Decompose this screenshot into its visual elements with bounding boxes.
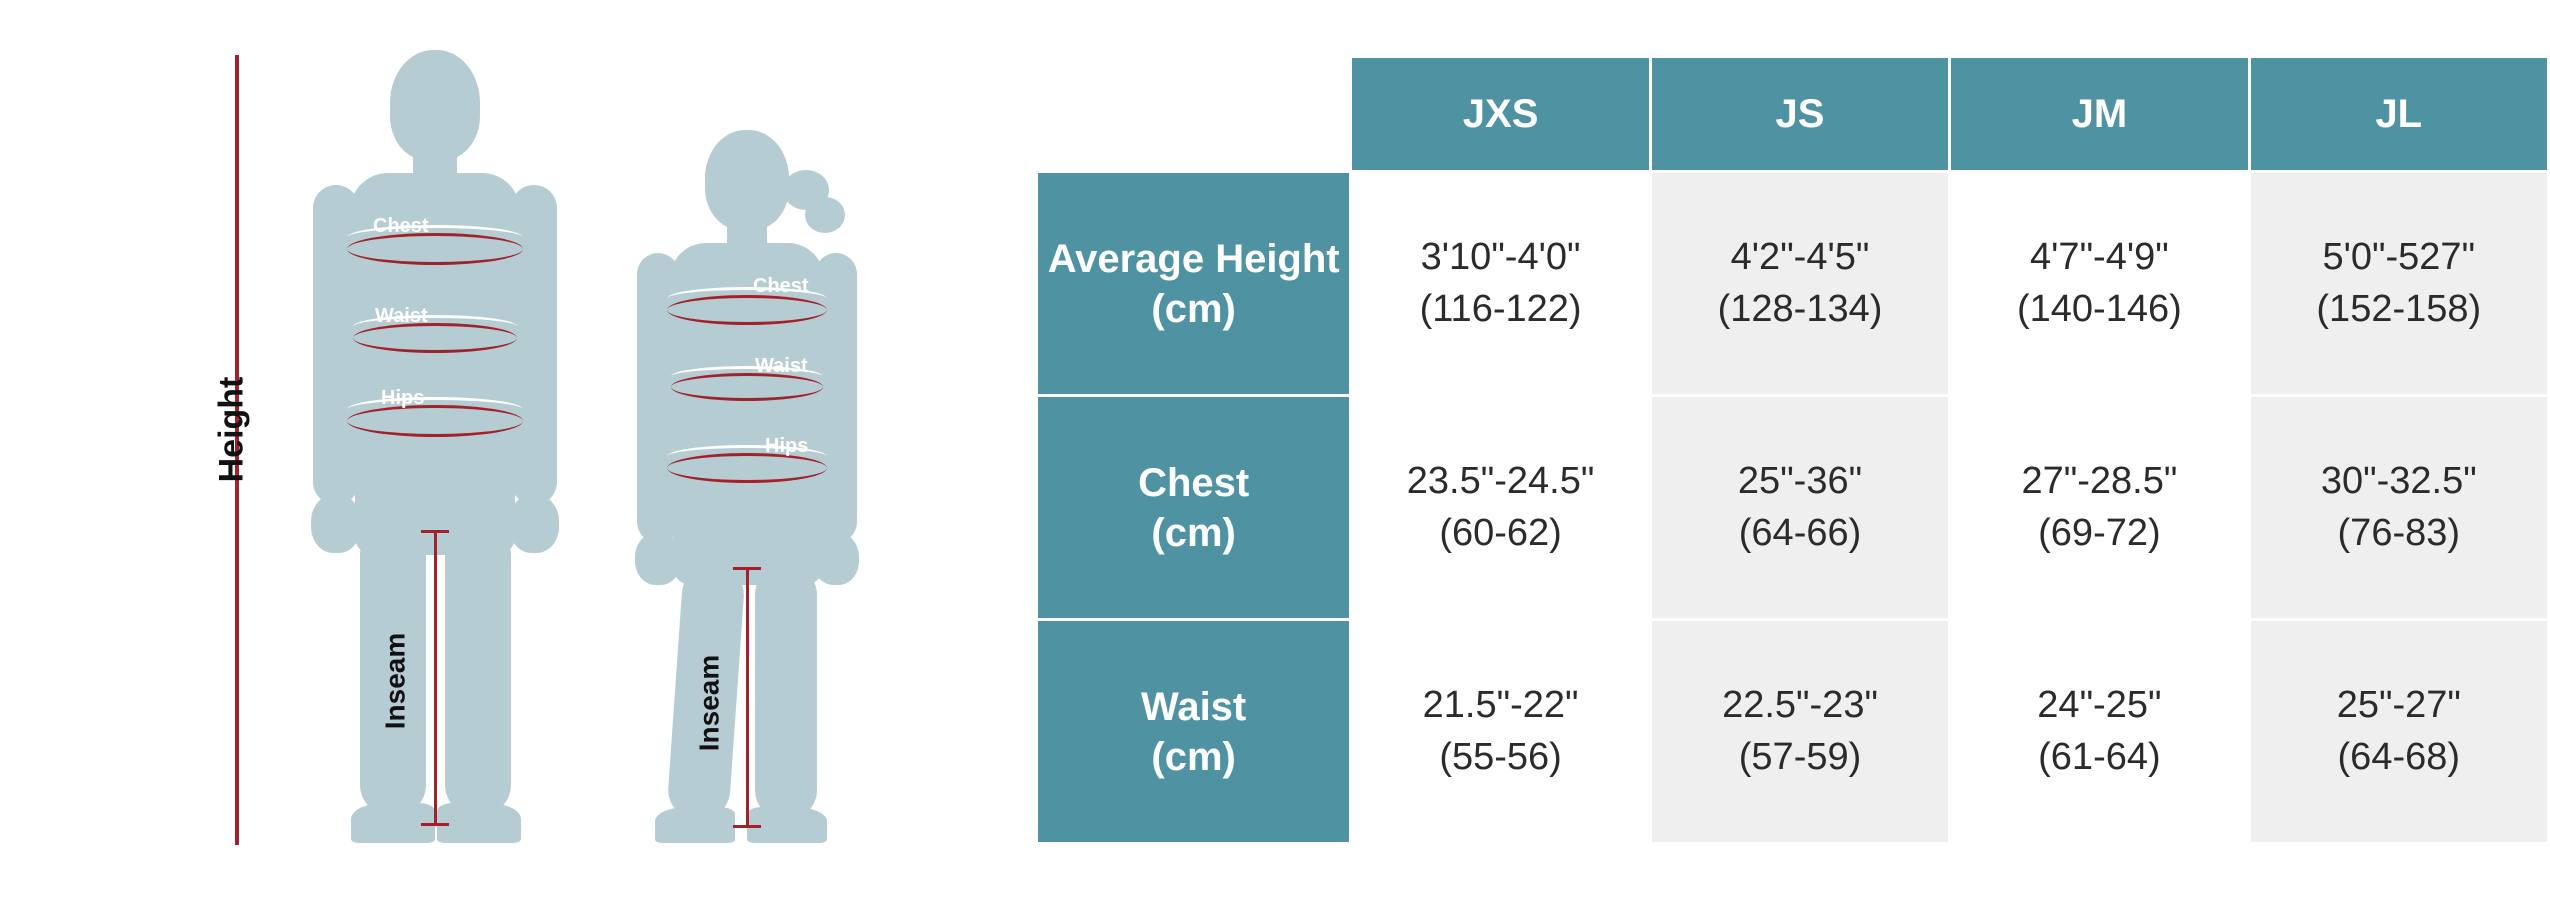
cell: 4'7"-4'9" (140-146) bbox=[1950, 172, 2249, 396]
stage: Height Chest bbox=[0, 0, 2550, 900]
girl-inseam-line bbox=[746, 567, 749, 827]
cell: 27"-28.5" (69-72) bbox=[1950, 396, 2249, 620]
figure-boy: Chest Waist Hips Inseam bbox=[295, 55, 565, 845]
girl-hips-label: Hips bbox=[765, 435, 808, 458]
cell: 4'2"-4'5" (128-134) bbox=[1650, 172, 1949, 396]
row-header: Chest (cm) bbox=[1037, 396, 1351, 620]
table-row: Chest (cm) 23.5"-24.5" (60-62) 25"-36" (… bbox=[1037, 396, 2549, 620]
measurement-diagram: Height Chest bbox=[185, 55, 955, 845]
cell: 3'10"-4'0" (116-122) bbox=[1351, 172, 1651, 396]
col-header: JS bbox=[1650, 57, 1949, 172]
figure-girl: Chest Waist Hips Inseam bbox=[615, 135, 875, 845]
boy-inseam-line bbox=[434, 530, 437, 825]
boy-waist-label: Waist bbox=[375, 305, 428, 328]
cell: 25"-36" (64-66) bbox=[1650, 396, 1949, 620]
cell: 23.5"-24.5" (60-62) bbox=[1351, 396, 1651, 620]
cell: 25"-27" (64-68) bbox=[2249, 620, 2548, 844]
col-header: JM bbox=[1950, 57, 2249, 172]
col-header: JXS bbox=[1351, 57, 1651, 172]
col-header: JL bbox=[2249, 57, 2548, 172]
boy-hips-label: Hips bbox=[381, 387, 424, 410]
cell: 22.5"-23" (57-59) bbox=[1650, 620, 1949, 844]
height-axis-label: Height bbox=[212, 377, 251, 483]
girl-waist-label: Waist bbox=[755, 355, 808, 378]
table-body: Average Height (cm) 3'10"-4'0" (116-122)… bbox=[1037, 172, 2549, 844]
cell: 5'0"-527" (152-158) bbox=[2249, 172, 2548, 396]
boy-chest-label: Chest bbox=[373, 215, 429, 238]
cell: 30"-32.5" (76-83) bbox=[2249, 396, 2548, 620]
size-chart-table: JXS JS JM JL Average Height (cm) 3'10"-4… bbox=[1035, 55, 2550, 845]
cell: 24"-25" (61-64) bbox=[1950, 620, 2249, 844]
girl-chest-label: Chest bbox=[753, 275, 809, 298]
table-row: Average Height (cm) 3'10"-4'0" (116-122)… bbox=[1037, 172, 2549, 396]
row-header: Waist (cm) bbox=[1037, 620, 1351, 844]
row-header: Average Height (cm) bbox=[1037, 172, 1351, 396]
girl-inseam-label: Inseam bbox=[693, 655, 725, 752]
table-corner bbox=[1037, 57, 1351, 172]
boy-inseam-label: Inseam bbox=[379, 633, 411, 730]
table-row: Waist (cm) 21.5"-22" (55-56) 22.5"-23" (… bbox=[1037, 620, 2549, 844]
cell: 21.5"-22" (55-56) bbox=[1351, 620, 1651, 844]
